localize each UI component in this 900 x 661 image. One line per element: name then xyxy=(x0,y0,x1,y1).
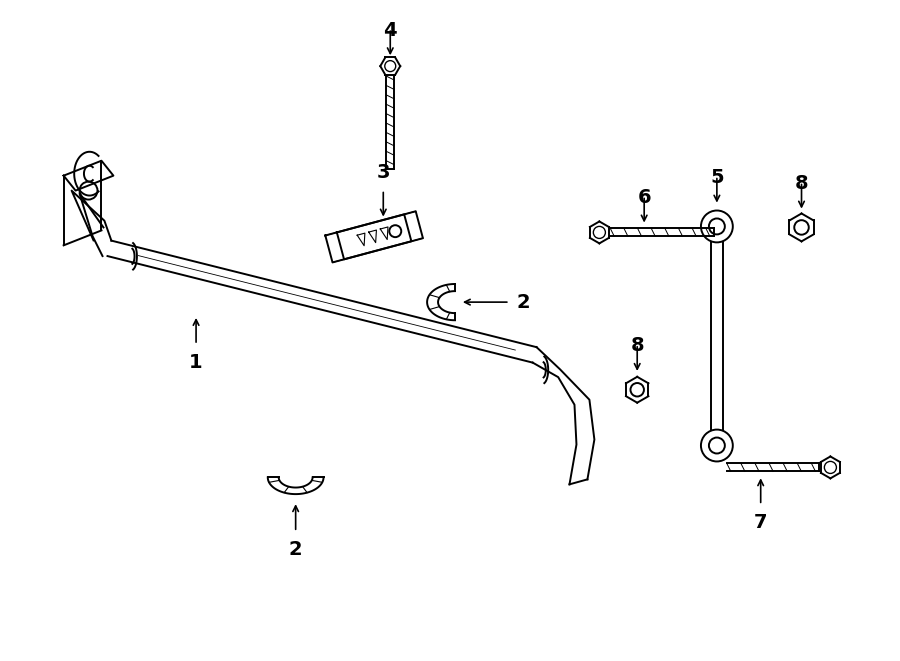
Text: 2: 2 xyxy=(517,293,530,311)
Text: 1: 1 xyxy=(189,353,202,372)
Text: 5: 5 xyxy=(710,168,724,186)
Text: 8: 8 xyxy=(630,336,644,355)
Text: 8: 8 xyxy=(795,174,808,192)
Text: 2: 2 xyxy=(289,540,302,559)
Text: 3: 3 xyxy=(376,163,390,182)
Text: 6: 6 xyxy=(637,188,651,207)
Text: 7: 7 xyxy=(754,513,768,532)
Text: 4: 4 xyxy=(383,21,397,40)
